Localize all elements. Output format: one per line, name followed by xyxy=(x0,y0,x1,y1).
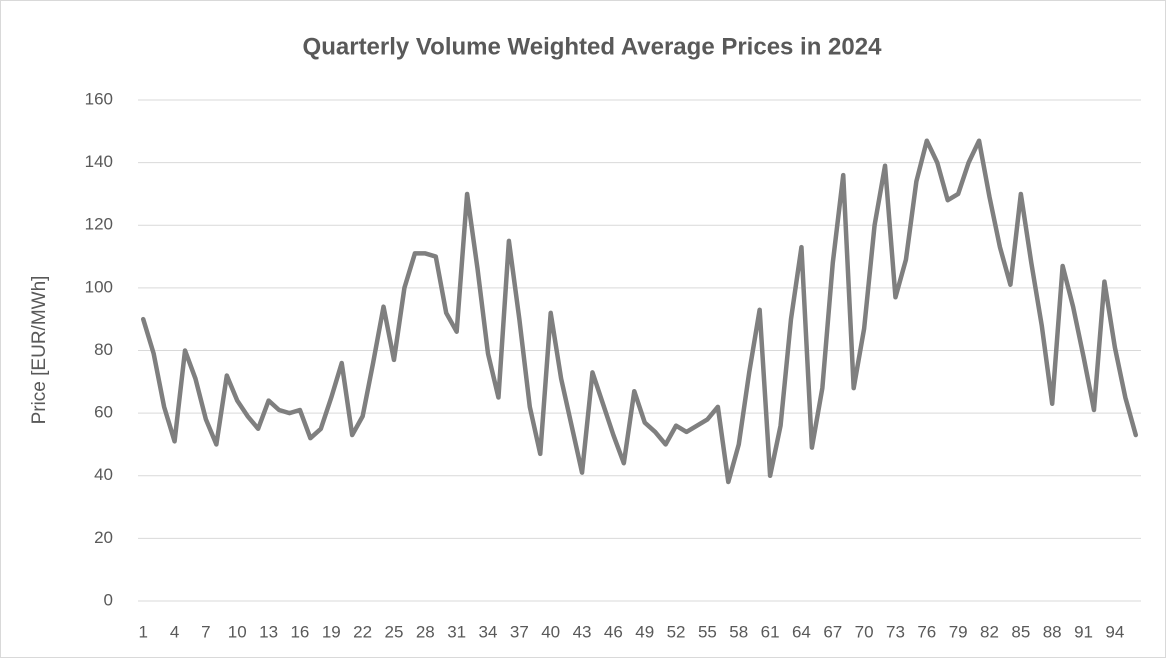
y-axis-label: Price [EUR/MWh] xyxy=(29,276,50,425)
x-tick-label: 70 xyxy=(855,622,874,641)
x-tick-label: 40 xyxy=(541,622,560,641)
x-tick-label: 19 xyxy=(322,622,341,641)
x-tick-label: 25 xyxy=(385,622,404,641)
x-tick-label: 82 xyxy=(980,622,999,641)
x-tick-label: 55 xyxy=(698,622,717,641)
x-tick-label: 28 xyxy=(416,622,435,641)
x-tick-label: 79 xyxy=(949,622,968,641)
x-tick-label: 52 xyxy=(667,622,686,641)
x-tick-label: 88 xyxy=(1043,622,1062,641)
y-tick-label: 40 xyxy=(94,465,113,484)
y-tick-label: 120 xyxy=(85,215,113,234)
data-line xyxy=(140,138,1139,485)
chart-title: Quarterly Volume Weighted Average Prices… xyxy=(303,33,883,60)
x-tick-label: 31 xyxy=(447,622,466,641)
y-tick-label: 0 xyxy=(104,590,113,609)
x-tick-label: 64 xyxy=(792,622,811,641)
x-tick-label: 67 xyxy=(823,622,842,641)
x-tick-label: 73 xyxy=(886,622,905,641)
y-tick-label: 80 xyxy=(94,340,113,359)
y-tick-label: 20 xyxy=(94,528,113,547)
y-tick-label: 100 xyxy=(85,277,113,296)
x-tick-label: 4 xyxy=(170,622,179,641)
y-tick-label: 140 xyxy=(85,152,113,171)
x-tick-label: 34 xyxy=(479,622,498,641)
x-tick-label: 16 xyxy=(290,622,309,641)
y-tick-label: 160 xyxy=(85,89,113,108)
x-tick-label: 7 xyxy=(201,622,210,641)
x-tick-label: 76 xyxy=(917,622,936,641)
x-tick-label: 37 xyxy=(510,622,529,641)
x-tick-label: 49 xyxy=(635,622,654,641)
x-tick-label: 58 xyxy=(729,622,748,641)
x-tick-label: 43 xyxy=(573,622,592,641)
x-tick-label: 46 xyxy=(604,622,623,641)
x-tick-label: 22 xyxy=(353,622,372,641)
x-tick-label: 10 xyxy=(228,622,247,641)
x-tick-label: 91 xyxy=(1074,622,1093,641)
x-tick-label: 13 xyxy=(259,622,278,641)
y-tick-label: 60 xyxy=(94,403,113,422)
x-tick-label: 61 xyxy=(761,622,780,641)
x-tick-label: 85 xyxy=(1011,622,1030,641)
x-tick-label: 1 xyxy=(138,622,147,641)
x-tick-label: 94 xyxy=(1105,622,1124,641)
